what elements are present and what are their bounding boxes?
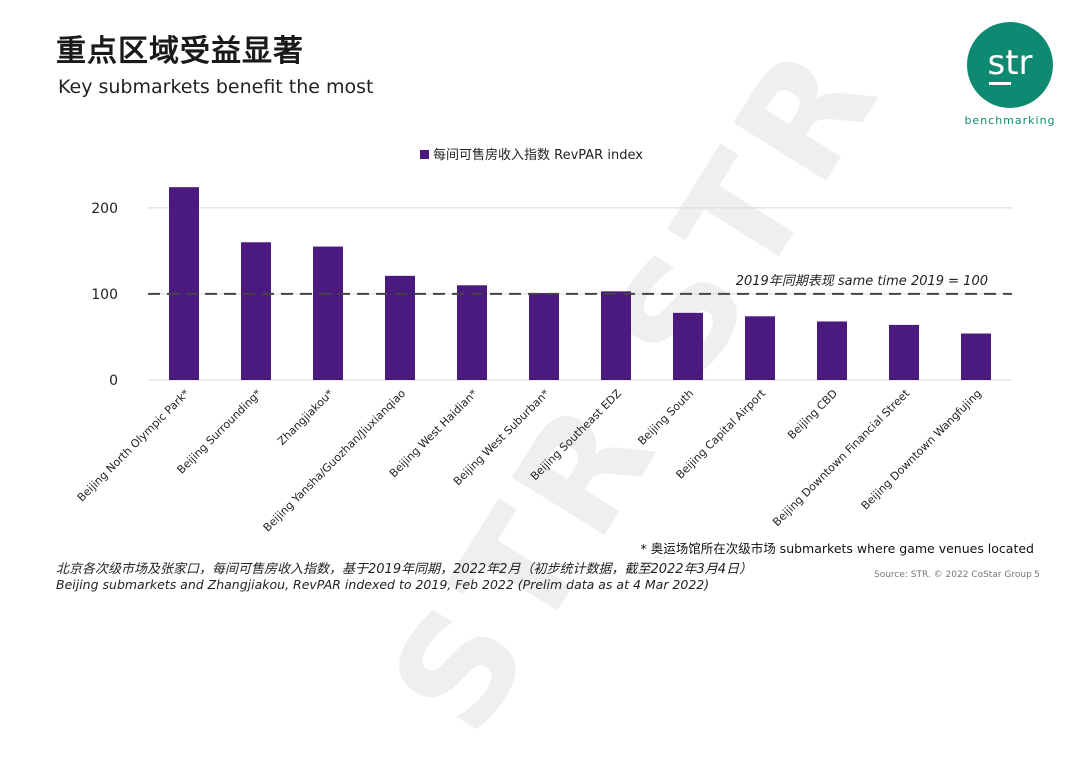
bar <box>745 316 775 380</box>
bar <box>961 333 991 380</box>
y-tick-label: 200 <box>91 201 118 217</box>
logo-circle: str <box>967 22 1053 108</box>
chart-caption-en: Beijing submarkets and Zhangjiakou, RevP… <box>56 577 710 592</box>
bar <box>601 291 631 380</box>
bar <box>529 293 559 380</box>
logo-underline <box>989 81 1011 85</box>
x-tick-label: Beijing Downtown Financial Street <box>770 386 912 528</box>
bar <box>313 246 343 380</box>
venue-footnote: * 奥运场馆所在次级市场 submarkets where game venue… <box>640 541 1034 556</box>
x-tick-label: Beijing South <box>635 387 696 448</box>
revpar-bar-chart: 0 100 200 2019年同期表现 same time 2019 = 100 Bei… <box>75 147 1012 535</box>
page-number: 5 <box>1034 570 1040 580</box>
y-tick-label: 0 <box>109 373 118 389</box>
logo-wordmark: str <box>987 42 1033 83</box>
y-tick-label: 100 <box>91 287 118 303</box>
bar <box>385 275 415 380</box>
bar <box>889 324 919 380</box>
slide-subtitle: Key submarkets benefit the most <box>58 76 374 98</box>
bar <box>673 312 703 380</box>
x-tick-label: Beijing Yansha/Guozhan/Jiuxianqiao <box>261 387 409 535</box>
slide-title: 重点区域受益显著 <box>56 34 304 69</box>
bar <box>169 187 199 380</box>
bar <box>817 321 847 380</box>
reference-line-label: 2019年同期表现 same time 2019 = 100 <box>736 274 988 289</box>
source-note: Source: STR. © 2022 CoStar Group <box>874 570 1032 580</box>
x-tick-label: Zhangjiakou* <box>275 387 336 448</box>
bar <box>241 242 271 380</box>
x-tick-label: Beijing North Olympic Park* <box>75 387 193 505</box>
chart-caption-cn: 北京各次级市场及张家口，每间可售房收入指数，基于2019年同期，2022年2月（… <box>56 562 753 577</box>
bar <box>457 285 487 380</box>
legend-swatch <box>420 150 429 159</box>
x-tick-label: Beijing Downtown Wangfujing <box>859 387 984 512</box>
logo-tagline: benchmarking <box>964 114 1056 127</box>
str-logo: str benchmarking <box>960 22 1060 127</box>
x-tick-label: Beijing CBD <box>785 387 840 442</box>
legend-label: 每间可售房收入指数 RevPAR index <box>433 147 643 163</box>
